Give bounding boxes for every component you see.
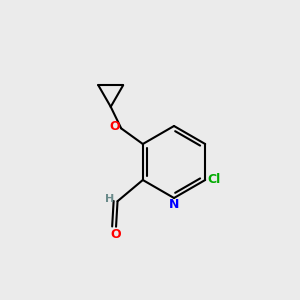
Text: N: N	[169, 198, 179, 211]
Text: Cl: Cl	[207, 173, 220, 186]
Text: O: O	[111, 228, 122, 241]
Text: O: O	[109, 120, 120, 134]
Text: H: H	[104, 194, 114, 204]
